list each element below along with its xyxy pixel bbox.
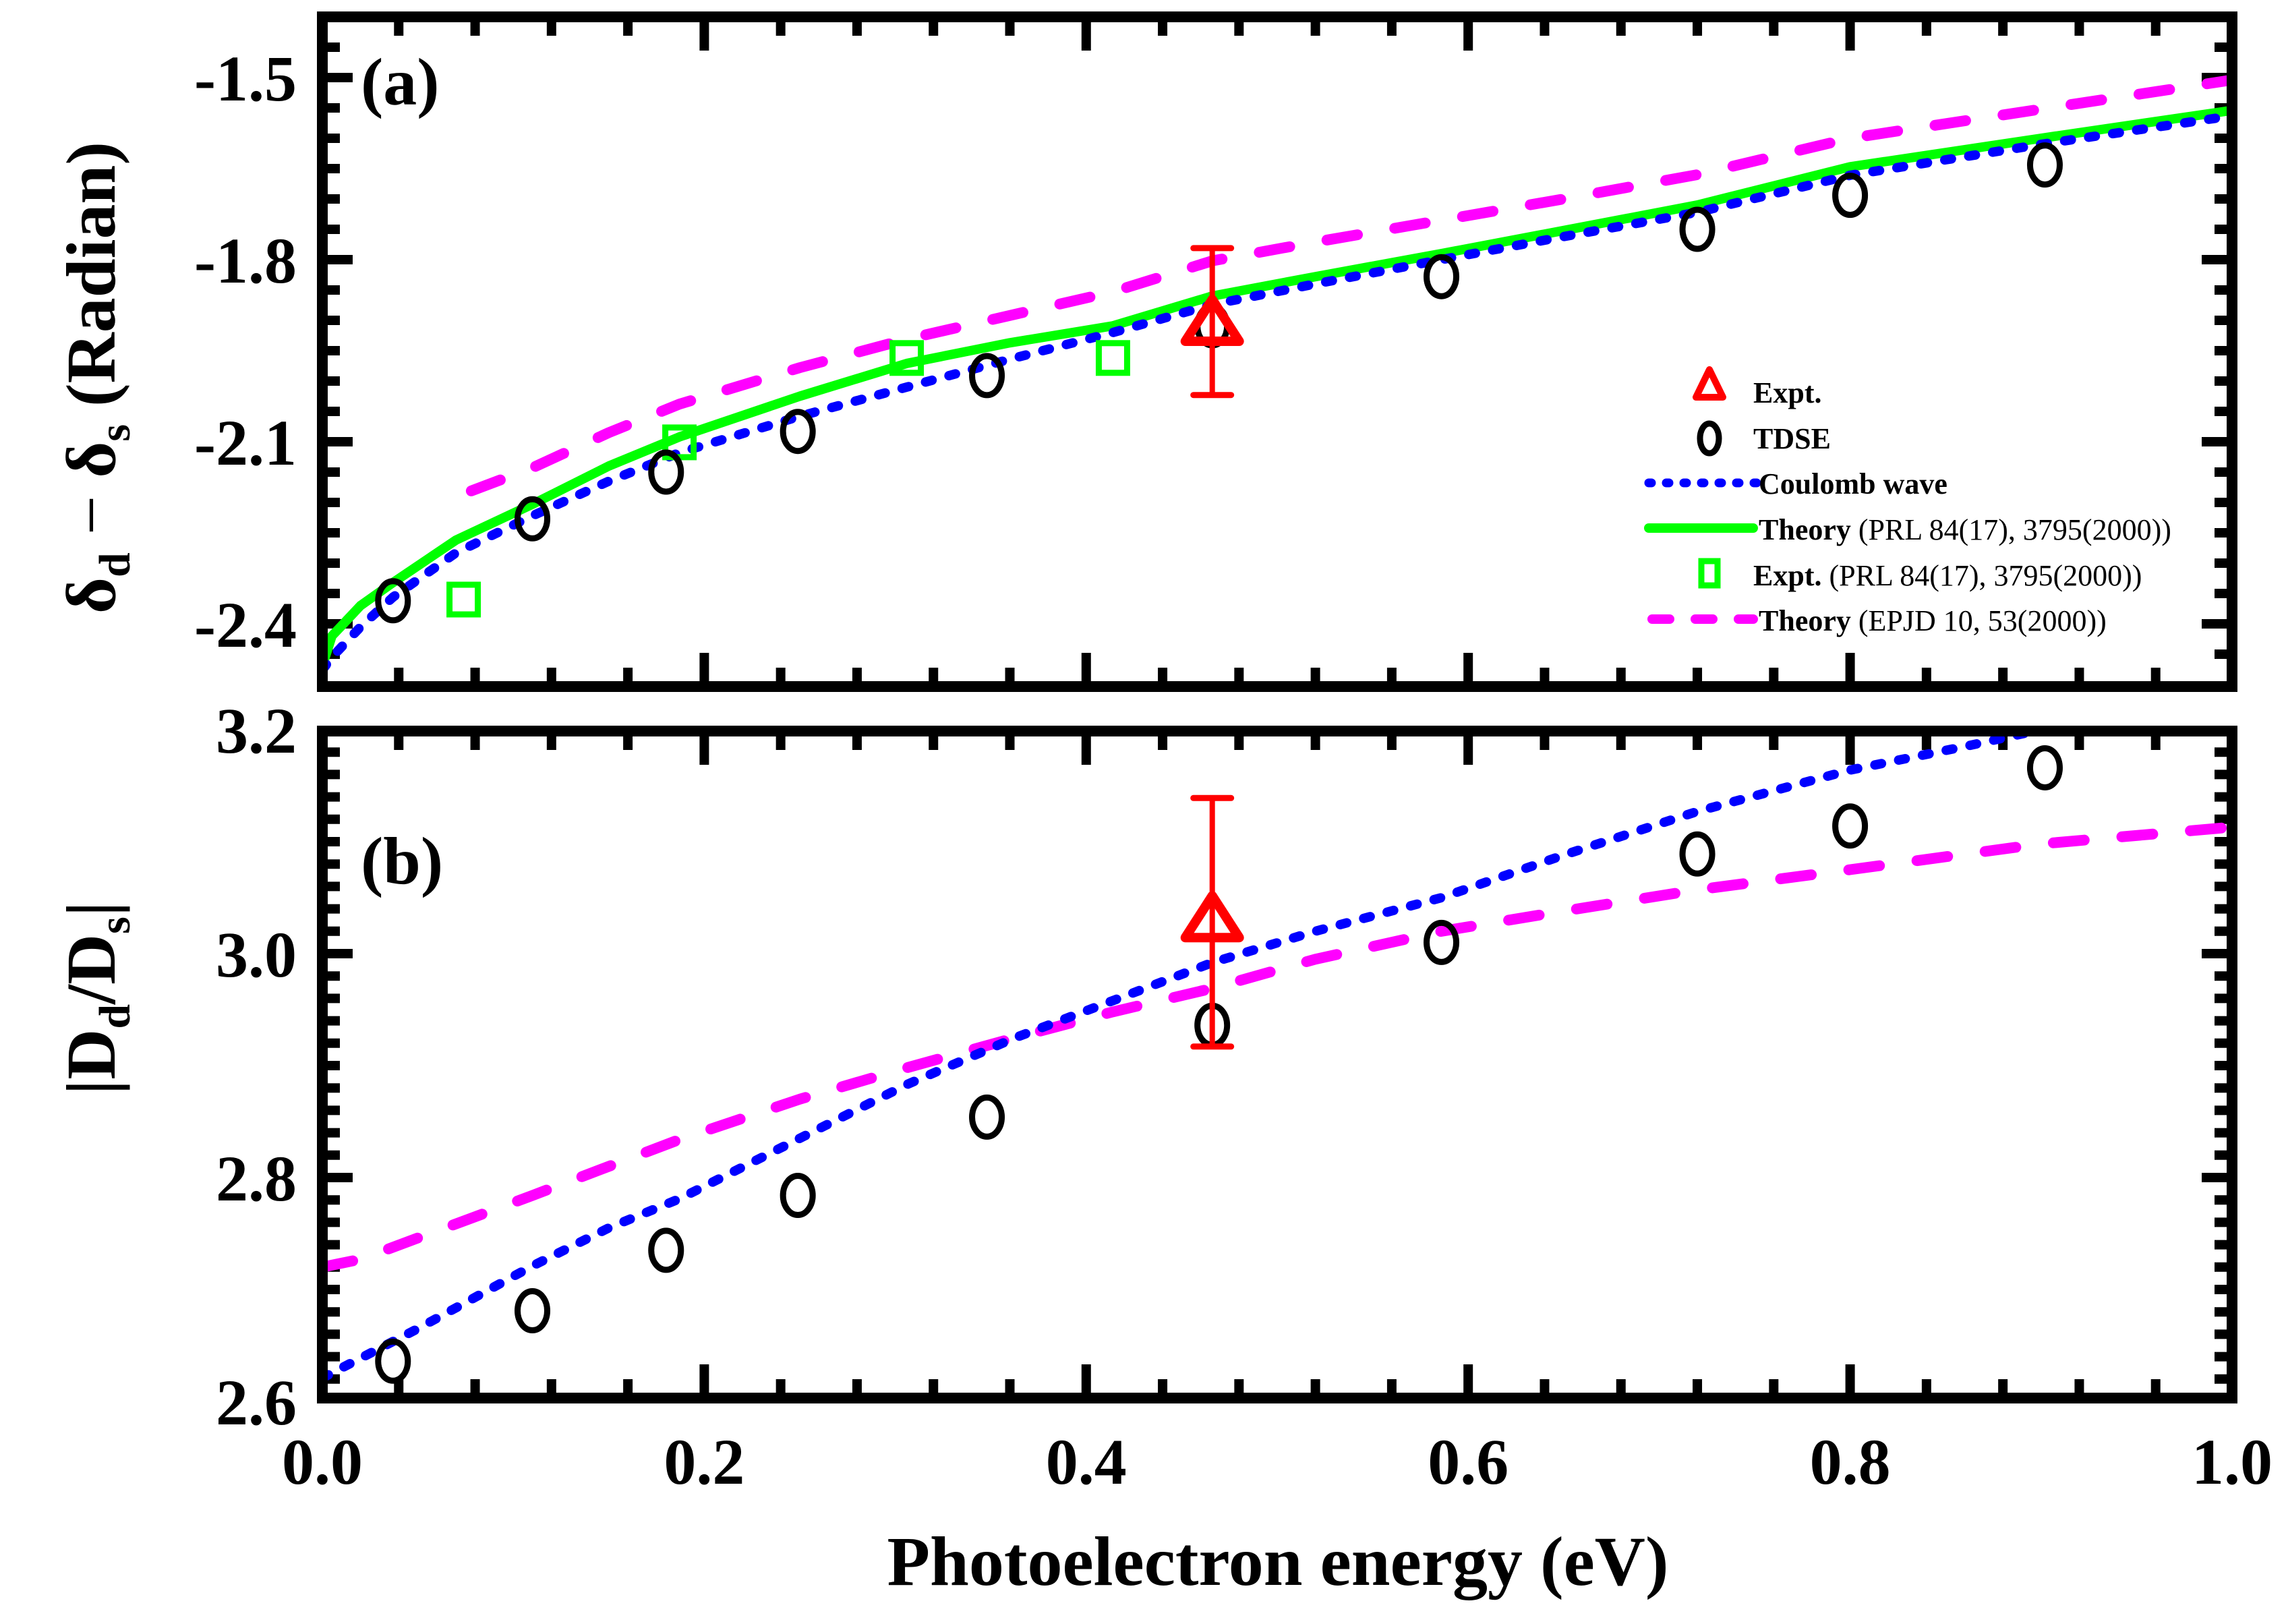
data-point-tdse [515,1288,551,1334]
legend-square-icon [1698,558,1721,589]
ylabel-a-delta-s: δ [53,442,130,478]
ylabel-b-slash: / [53,984,130,1006]
legend-item-expt: Expt. [1693,366,1821,409]
panel-a-series [328,75,2227,671]
legend-item-tdse: TDSE [1697,420,1831,457]
panel-a-ylabel: δd − δs (Radian) [53,142,140,614]
legend-item-theory-prl: Theory (PRL 84(17), 3795(2000)) [1644,513,2171,546]
ylabel-b-sub-d: d [90,1004,140,1029]
data-point-tdse [375,578,411,624]
legend-item-expt-prl: Expt. (PRL 84(17), 3795(2000)) [1698,558,2142,592]
ylabel-a-sub-d: d [90,552,140,577]
x-tick-label: 0.8 [1810,1426,1891,1498]
data-point-tdse [1832,173,1869,219]
ylabel-b-bar-left: | [53,1080,130,1095]
legend-label-tdse: TDSE [1753,422,1831,455]
series-line-coulomb-wave [328,736,2032,1381]
legend-item-theory-epjd: Theory (EPJD 10, 53(2000)) [1647,604,2107,637]
ylabel-b-d2: D [53,934,130,985]
panel-b-tick-labels: 2.6 2.8 3.0 3.2 0.0 0.2 0.4 0.6 0.8 1.0 [216,695,2273,1498]
legend-triangle-icon [1693,366,1726,401]
y-tick-label: 2.8 [216,1142,297,1215]
series-line-theory-epjd-10-53-2000 [465,75,2227,496]
panel-a-label: (a) [361,45,440,119]
legend-item-coulomb: Coulomb wave [1644,467,1947,500]
panel-b-frame [317,726,2237,1403]
panel-b: 2.62.83.03.20.0 0.2 0.4 0.6 0.8 1.0 (b) |Dd/D… [53,695,2273,1498]
ylabel-a-sub-s: s [90,424,140,442]
panel-a-frame [317,11,2237,692]
x-axis-title: Photoelectron energy (eV) [887,1523,1669,1600]
data-point-tdse [2026,142,2063,188]
legend-label-expt: Expt. [1753,376,1821,409]
legend-expt-prl-rest: (PRL 84(17), 3795(2000)) [1821,559,2142,592]
data-point-expt-prl-84-17-3795-2000 [446,581,481,618]
ylabel-a-unit: (Radian) [53,142,130,424]
legend-label-coulomb: Coulomb wave [1759,467,1947,500]
x-tick-label: 0.6 [1428,1426,1508,1498]
data-point-tdse [1424,919,1460,965]
y-tick-label: -1.8 [194,225,297,297]
legend-theory-epjd-bold: Theory [1759,604,1851,637]
data-point-tdse [1424,254,1460,299]
panel-b-label: (b) [361,823,443,898]
legend: Expt. TDSE Coulomb wave Theory (PRL 84(1… [1644,366,2171,637]
panel-a-tick-labels: -1.5 -1.8 -2.1 -2.4 [194,42,297,661]
data-point-tdse [1679,206,1716,252]
data-point-expt-triangle [1180,295,1244,346]
y-tick-label: -2.4 [194,589,297,661]
ylabel-a-minus: − [53,478,130,553]
y-tick-label: 2.6 [216,1366,297,1439]
panel-b-series [328,736,2227,1384]
legend-theory-prl-rest: (PRL 84(17), 3795(2000)) [1851,513,2171,546]
data-point-tdse [648,449,684,495]
data-point-tdse [1679,831,1716,877]
x-tick-label: 0.0 [282,1426,363,1498]
data-point-tdse [375,1338,411,1384]
y-tick-label: -2.1 [194,407,297,479]
panel-b-ylabel: |Dd/Ds| [53,901,140,1095]
legend-theory-epjd-rest: (EPJD 10, 53(2000)) [1851,604,2107,637]
legend-label-expt-prl: Expt. (PRL 84(17), 3795(2000)) [1753,559,2142,592]
x-tick-label: 0.4 [1046,1426,1127,1498]
data-point-expt-prl-84-17-3795-2000 [889,340,925,376]
panel-a: -1.5-1.8-2.1-2.4 (a) δd − δs (Radian) Ex… [53,11,2237,692]
data-point-tdse [780,409,816,455]
data-point-tdse [2026,745,2063,790]
series-line-theory-epjd-10-53-2000 [328,822,2227,1272]
x-tick-label: 1.0 [2192,1426,2273,1498]
data-point-tdse [1832,803,1869,849]
y-tick-label: 3.0 [216,919,297,991]
series-line-theory-prl-84-17-3795-2000 [328,106,2227,665]
y-tick-label: 3.2 [216,695,297,767]
series-line-coulomb-wave [328,111,2227,671]
data-point-tdse [648,1227,684,1273]
ylabel-b-bar-right: | [53,901,130,917]
panel-b-ticks [322,731,2232,1398]
data-point-expt-prl-84-17-3795-2000 [1095,340,1130,376]
data-point-tdse [780,1173,816,1219]
legend-circle-icon [1697,420,1722,457]
ylabel-b-sub-s: s [90,917,140,934]
legend-theory-prl-bold: Theory [1759,513,1851,546]
x-tick-label: 0.2 [664,1426,744,1498]
data-point-tdse [969,353,1005,399]
data-point-expt-triangle [1180,891,1244,943]
data-point-tdse [969,1094,1005,1140]
legend-label-theory-prl: Theory (PRL 84(17), 3795(2000)) [1759,513,2171,546]
legend-label-theory-epjd: Theory (EPJD 10, 53(2000)) [1759,604,2107,637]
y-tick-label: -1.5 [194,42,297,115]
ylabel-b-d: D [53,1029,130,1080]
ylabel-a-delta-d: δ [53,577,130,614]
legend-expt-prl-bold: Expt. [1753,559,1821,592]
data-point-tdse [515,496,551,542]
